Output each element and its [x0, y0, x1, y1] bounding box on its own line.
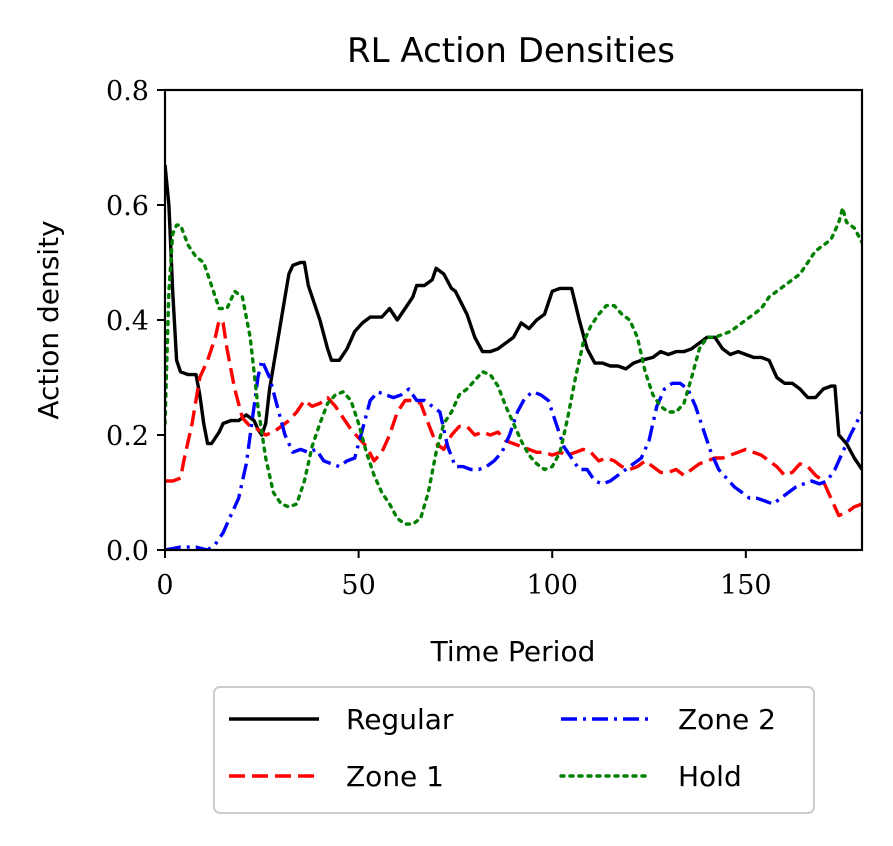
legend-label-zone-1: Zone 1	[346, 760, 444, 793]
x-tick-label: 100	[526, 570, 578, 601]
legend-item-hold: Hold	[559, 760, 742, 793]
x-axis-label: Time Period	[430, 635, 596, 668]
chart-title: RL Action Densities	[347, 31, 675, 71]
series-line-zone-2	[165, 358, 862, 550]
y-tick-label: 0.4	[106, 306, 149, 337]
y-tick-label: 0.8	[106, 76, 149, 107]
x-tick-label: 0	[156, 570, 173, 601]
plot-frame	[163, 88, 864, 552]
x-tick-label: 50	[341, 570, 375, 601]
legend-item-regular: Regular	[229, 703, 454, 736]
legend-label-regular: Regular	[346, 703, 454, 736]
tick-layer: 0 50 100 150 0.0 0.2 0.4 0.6 0.8	[106, 76, 772, 601]
legend: Regular Zone 1 Zone 2 Hold	[213, 686, 815, 814]
legend-frame	[213, 686, 815, 814]
series-line-zone-1	[165, 318, 862, 518]
legend-item-zone-1: Zone 1	[229, 760, 444, 793]
series-layer	[165, 164, 862, 550]
legend-label-zone-2: Zone 2	[678, 703, 776, 736]
legend-item-zone-2: Zone 2	[561, 703, 776, 736]
y-tick-label: 0.6	[106, 191, 149, 222]
series-line-hold	[165, 206, 862, 526]
x-tick-label: 150	[720, 570, 772, 601]
y-axis-label: Action density	[32, 220, 65, 419]
y-tick-label: 0.0	[106, 536, 149, 567]
y-tick-label: 0.2	[106, 421, 149, 452]
legend-label-hold: Hold	[678, 760, 742, 793]
series-line-regular	[165, 164, 862, 471]
